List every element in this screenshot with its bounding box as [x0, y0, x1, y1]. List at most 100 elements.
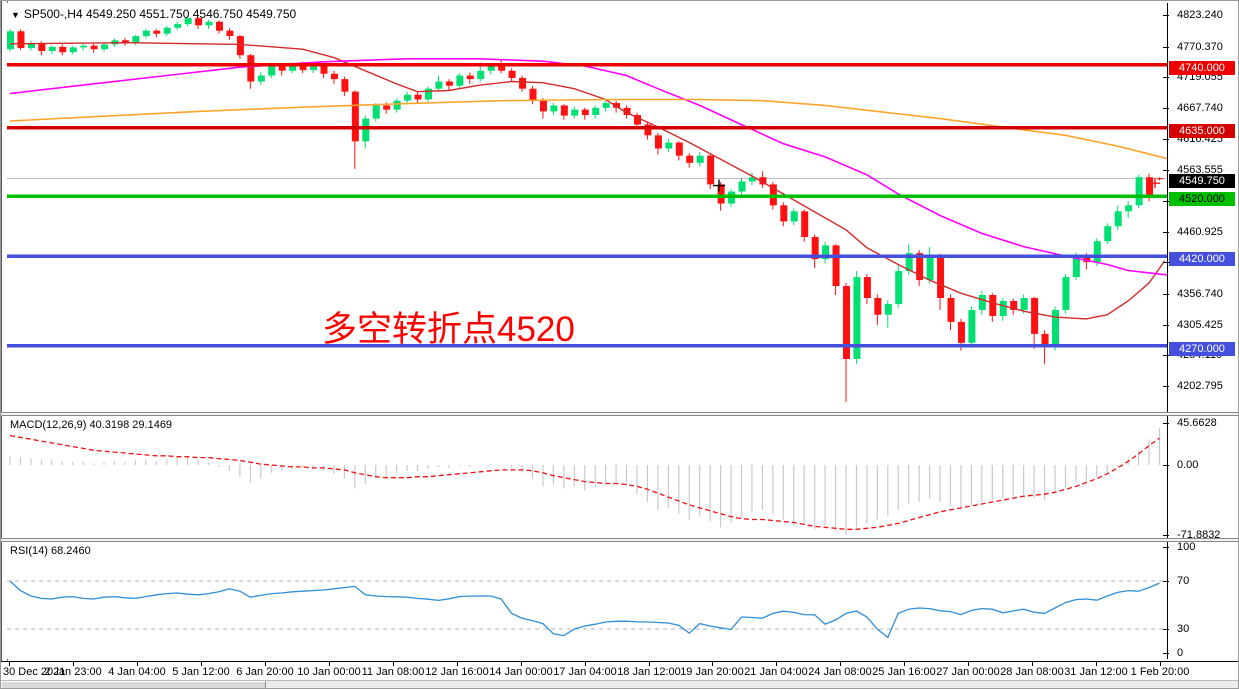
axis-tick: [1163, 355, 1169, 356]
candle-body: [634, 115, 641, 125]
candle-body: [801, 211, 809, 238]
horizontal-scrollbar[interactable]: [1, 680, 1238, 688]
candle-body: [519, 77, 527, 89]
axis-tick: [1163, 77, 1169, 78]
candle-body: [289, 64, 297, 71]
macd-signal-line: [9, 434, 1160, 530]
macd-indicator-pane[interactable]: MACD(12,26,9) 40.3198 29.1469: [7, 416, 1168, 538]
axis-tick: [1163, 423, 1169, 424]
candle-body: [926, 256, 934, 281]
candle-body: [330, 73, 338, 80]
level-price-badge: 4635.000: [1169, 124, 1235, 138]
time-axis-tick: [457, 662, 458, 666]
symbol-ohlc-text: SP500-,H4 4549.250 4551.750 4546.750 454…: [23, 7, 297, 21]
time-axis[interactable]: 30 Dec 2021 2 Jan 23:00 4 Jan 04:00 5 Jan 1…: [1, 661, 1238, 680]
level-price-badge: 4740.000: [1169, 61, 1235, 75]
candle-body: [456, 75, 464, 86]
candle-body: [665, 142, 673, 149]
pane-separator[interactable]: [1, 412, 1238, 416]
candle-body: [937, 256, 945, 298]
rsi-axis-label: 70: [1177, 575, 1190, 587]
scrollbar-thumb[interactable]: [1, 681, 266, 688]
macd-chart: [9, 427, 1161, 536]
time-axis-label: 18 Jan 12:00: [617, 666, 681, 678]
candle-body: [1083, 256, 1091, 263]
candle-body: [1156, 178, 1164, 180]
level-price-badge: 4520.000: [1169, 192, 1235, 206]
rsi-axis-label: 0: [1177, 647, 1184, 659]
candle-body: [487, 65, 495, 71]
collapse-triangle-icon[interactable]: ▼: [11, 10, 20, 20]
candle-body: [613, 103, 621, 108]
level-price-badge: 4270.000: [1169, 342, 1235, 356]
time-axis-tick: [329, 662, 330, 666]
candle-body: [654, 135, 662, 149]
candle-body: [414, 94, 422, 100]
axis-tick: [1163, 629, 1169, 630]
candle-body: [142, 30, 150, 37]
candle-body: [299, 64, 307, 71]
candle-body: [7, 31, 14, 50]
candle-body: [863, 277, 871, 298]
candle-body: [1041, 333, 1049, 346]
time-axis-tick: [9, 662, 10, 666]
axis-tick: [1163, 653, 1169, 654]
candle-body: [581, 109, 589, 116]
axis-tick: [1163, 232, 1169, 233]
candle-body: [529, 88, 537, 101]
time-axis-label: 11 Jan 08:00: [361, 666, 425, 678]
time-axis-label: 31 Jan 12:00: [1064, 666, 1128, 678]
time-axis-label: 24 Jan 08:00: [808, 666, 872, 678]
candle-body: [362, 118, 370, 142]
time-axis-label: 6 Jan 20:00: [236, 666, 294, 678]
candles-layer: [7, 16, 1164, 403]
candle-body: [383, 105, 391, 110]
time-axis-tick: [521, 662, 522, 666]
candle-body: [278, 64, 286, 71]
time-axis-label: 1 Feb 20:00: [1130, 666, 1190, 678]
time-axis-tick: [137, 662, 138, 666]
rsi-axis-label: 30: [1177, 623, 1190, 635]
rsi-axis-label: 100: [1177, 541, 1196, 553]
rsi-indicator-pane[interactable]: RSI(14) 68.2460: [7, 542, 1168, 659]
candle-body: [832, 245, 840, 287]
time-axis-label: 30 Dec 2021: [3, 666, 66, 678]
axis-tick: [1163, 535, 1169, 536]
time-axis-tick: [393, 662, 394, 666]
macd-axis[interactable]: 45.6628 0.00 -71.8832: [1163, 416, 1238, 541]
time-axis-label: 28 Jan 08:00: [1000, 666, 1064, 678]
candle-body: [90, 45, 98, 50]
candle-body: [1093, 241, 1101, 263]
time-axis-label: 5 Jan 12:00: [172, 666, 230, 678]
price-axis-label: 4356.740: [1177, 288, 1223, 300]
pane-separator[interactable]: [1, 538, 1238, 542]
rsi-chart: [7, 580, 1167, 639]
chart-title: ▼ SP500-,H4 4549.250 4551.750 4546.750 45…: [11, 7, 296, 21]
candlestick-chart: [7, 16, 1171, 403]
candle-body: [999, 300, 1007, 316]
candle-body: [790, 211, 798, 222]
candle-body: [895, 271, 903, 304]
candle-body: [748, 177, 756, 182]
rsi-axis[interactable]: 100 70 30 0: [1163, 541, 1238, 659]
candle-body: [675, 142, 683, 156]
macd-axis-label: 0.00: [1177, 459, 1199, 471]
candle-body: [372, 105, 380, 119]
price-axis-label: 4563.555: [1177, 164, 1223, 176]
candle-body: [257, 75, 265, 82]
candle-body: [38, 43, 46, 52]
candle-body: [184, 18, 192, 25]
current-price-badge: 4549.750: [1169, 174, 1235, 188]
candle-body: [445, 81, 453, 86]
macd-axis-label: 45.6628: [1177, 417, 1217, 429]
axis-tick: [1163, 581, 1169, 582]
candle-body: [989, 295, 997, 316]
ma-slow-orange-line: [9, 98, 1171, 161]
candle-body: [1104, 226, 1112, 242]
candle-body: [811, 237, 819, 260]
ma-fast-red-line: [9, 41, 1166, 320]
price-axis-label: 4305.425: [1177, 319, 1223, 331]
price-chart-pane[interactable]: ▼ SP500-,H4 4549.250 4551.750 4546.750 45…: [7, 3, 1171, 412]
price-axis[interactable]: 4823.240 4770.370 4719.055 4667.740 4616.425…: [1163, 3, 1238, 412]
